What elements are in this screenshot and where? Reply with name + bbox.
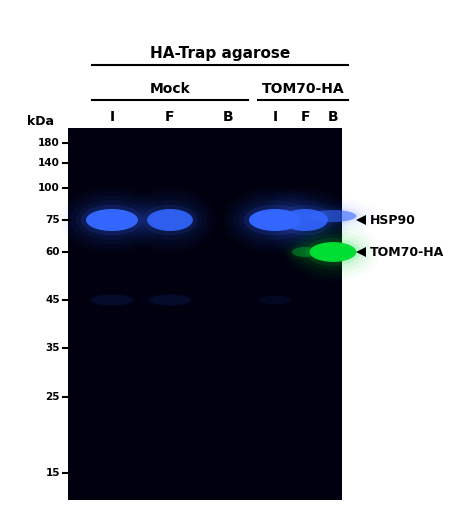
Text: F: F: [165, 110, 175, 124]
Ellipse shape: [309, 210, 357, 222]
Text: I: I: [272, 110, 277, 124]
Text: 140: 140: [38, 158, 60, 168]
Text: TOM70-HA: TOM70-HA: [370, 246, 444, 258]
Ellipse shape: [143, 204, 197, 235]
Text: 25: 25: [46, 392, 60, 402]
Text: kDa: kDa: [26, 115, 54, 128]
Ellipse shape: [147, 209, 193, 231]
Text: Mock: Mock: [150, 82, 190, 96]
Text: HSP90: HSP90: [370, 213, 416, 226]
Text: B: B: [223, 110, 233, 124]
Text: F: F: [300, 110, 310, 124]
Ellipse shape: [86, 209, 138, 231]
Text: 45: 45: [45, 295, 60, 305]
Ellipse shape: [273, 200, 337, 240]
Text: 60: 60: [46, 247, 60, 257]
Bar: [68, 128, 342, 500]
Polygon shape: [356, 215, 366, 225]
Text: B: B: [328, 110, 338, 124]
Ellipse shape: [277, 204, 333, 235]
Ellipse shape: [76, 200, 148, 240]
Ellipse shape: [260, 296, 291, 304]
Text: 100: 100: [38, 183, 60, 193]
Text: 15: 15: [46, 468, 60, 478]
Ellipse shape: [309, 242, 357, 262]
Text: 35: 35: [46, 343, 60, 353]
Text: I: I: [109, 110, 114, 124]
Ellipse shape: [81, 204, 143, 235]
Text: TOM70-HA: TOM70-HA: [262, 82, 344, 96]
Ellipse shape: [249, 209, 301, 231]
Ellipse shape: [239, 200, 311, 240]
Ellipse shape: [138, 200, 202, 240]
Ellipse shape: [305, 238, 361, 266]
Ellipse shape: [292, 247, 318, 257]
Text: 75: 75: [45, 215, 60, 225]
Text: HA-Trap agarose: HA-Trap agarose: [150, 46, 290, 61]
Ellipse shape: [149, 294, 191, 305]
Ellipse shape: [244, 204, 306, 235]
Ellipse shape: [300, 234, 366, 270]
Ellipse shape: [91, 294, 133, 305]
Polygon shape: [356, 247, 366, 257]
Text: 180: 180: [38, 138, 60, 148]
Ellipse shape: [282, 209, 328, 231]
Ellipse shape: [305, 208, 361, 224]
